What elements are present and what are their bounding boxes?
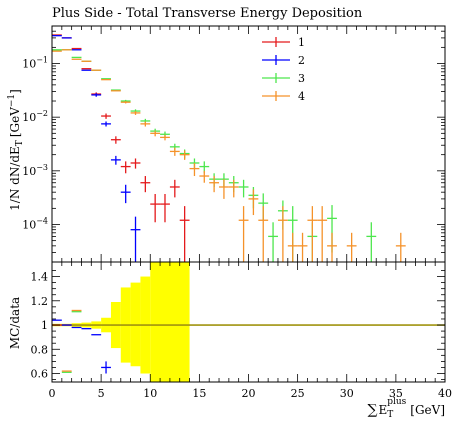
y-tick-exponent: −1 [36,56,48,65]
x-tick-label-7: 35 [389,387,403,400]
x-tick-label-6: 30 [340,387,354,400]
legend-entry-2: 2 [262,54,305,67]
x-axis-label: ∑ETplus [GeV] [367,397,445,420]
chart-title: Plus Side - Total Transverse Energy Depo… [52,6,363,21]
x-label-sigma: ∑ [367,402,377,418]
ratio-uncertainty-band [52,262,445,382]
ratio-series-3 [61,311,82,373]
y-label-superscript: −1 [7,94,17,107]
ratio-y-tick-label-3: 1.2 [31,295,49,308]
legend-label-4: 4 [298,90,305,103]
x-tick-label-4: 20 [242,387,256,400]
legend: 1 2 3 4 [262,36,305,103]
ratio-y-axis-label: MC/data [8,297,22,349]
ratio-y-tick-label-0: 0.6 [31,368,49,381]
series-2 [52,35,141,262]
x-tick-label-3: 15 [192,387,206,400]
x-tick-label-1: 5 [98,387,105,400]
ratio-y-tick-label-2: 1 [41,319,48,332]
legend-label-3: 3 [298,72,305,85]
ratio-y-tick-label-4: 1.4 [31,271,49,284]
ratio-series-2 [52,319,111,374]
y-label-main-part: 1/N dN/dE [8,146,22,211]
y-tick-base: 10 [22,218,36,231]
x-axis: 0 5 10 15 20 25 30 35 40 [49,26,452,400]
x-tick-label-5: 25 [291,387,305,400]
y-tick-exponent: −2 [36,109,48,118]
y-tick-label-2: 10−3 [22,163,48,178]
x-label-unit: [GeV] [410,403,445,417]
y-tick-base: 10 [22,111,36,124]
band-bin-10 [150,262,190,382]
ratio-y-axis: 0.6 0.8 1 1.2 1.4 [31,270,445,381]
legend-label-1: 1 [298,36,305,49]
legend-entry-1: 1 [262,36,305,49]
legend-entry-4: 4 [262,90,305,103]
legend-label-2: 2 [298,54,305,67]
x-tick-label-0: 0 [49,387,56,400]
y-label-unit: [GeV [8,107,22,137]
y-tick-exponent: −3 [36,163,48,172]
main-y-axis: 10−110−210−310−4 [22,25,445,263]
x-label-superscript: plus [387,397,406,407]
y-tick-label-3: 10−4 [22,216,48,231]
y-tick-base: 10 [22,58,36,71]
x-label-main: E [378,403,387,417]
x-tick-label-2: 10 [143,387,157,400]
x-tick-label-8: 40 [438,387,452,400]
y-tick-label-0: 10−1 [22,56,48,71]
main-series-group [52,34,406,262]
y-label-close: ] [8,89,22,94]
x-label-subscript: T [387,410,393,420]
y-tick-exponent: −4 [36,216,48,225]
main-y-axis-label: 1/N dN/dET [GeV−1] [7,89,25,211]
y-tick-base: 10 [22,165,36,178]
legend-entry-3: 3 [262,72,305,85]
series-4 [52,49,406,262]
ratio-series-4 [61,309,82,372]
y-label-subscript: T [15,140,25,146]
y-tick-label-1: 10−2 [22,109,48,124]
ratio-y-tick-label-1: 0.8 [31,343,49,356]
